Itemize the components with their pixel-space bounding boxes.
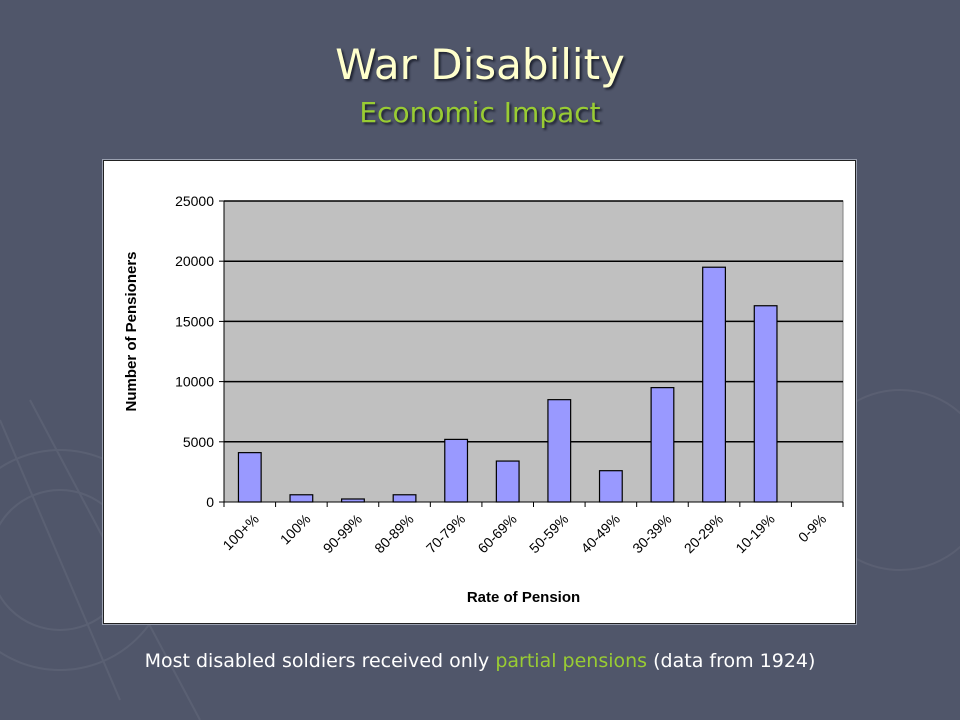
bar-50-59% (547, 399, 572, 503)
x-tick-label: 60-69% (474, 511, 519, 556)
bar-40-49% (598, 470, 623, 503)
caption-highlight: partial pensions (495, 650, 648, 672)
caption-text-start: Most disabled soldiers received only (144, 650, 496, 672)
bar-100% (289, 494, 314, 503)
y-axis-title: Number of Pensioners (123, 251, 140, 411)
bar-90-99% (341, 498, 365, 503)
bar-80-89% (392, 494, 417, 503)
bar-60-69% (495, 460, 520, 503)
x-axis-title: Rate of Pension (467, 589, 580, 606)
bar-chart: 0 5000 10000 15000 20000 25000 100+% 100% 90-99%… (123, 193, 844, 606)
x-tick-label: 70-79% (423, 511, 468, 556)
x-tick-label: 40-49% (578, 511, 623, 556)
x-tick-label: 100% (277, 511, 314, 548)
slide-title: War Disability (335, 40, 625, 89)
y-tick-label: 20000 (175, 253, 214, 269)
x-tick-label: 10-19% (732, 511, 777, 556)
caption-text-end: (data from 1924) (647, 650, 816, 672)
slide-subtitle: Economic Impact (359, 96, 601, 129)
bar-10-19% (753, 305, 778, 503)
x-tick-label: 30-39% (629, 511, 674, 556)
x-tick-label: 100+% (219, 511, 261, 553)
x-tick-label: 50-59% (526, 511, 571, 556)
y-tick-label: 25000 (175, 193, 214, 209)
bar-30-39% (650, 387, 675, 503)
slide-caption: Most disabled soldiers received only par… (0, 650, 960, 672)
bar-20-29% (702, 266, 726, 503)
y-tick-label: 10000 (175, 374, 214, 390)
y-tick-label: 15000 (175, 313, 214, 329)
x-tick-label: 0-9% (795, 511, 829, 545)
bar-100+% (237, 452, 262, 503)
bar-70-79% (444, 438, 469, 503)
x-tick-label: 90-99% (320, 511, 365, 556)
chart-container: 0 5000 10000 15000 20000 25000 100+% 100% 90-99%… (103, 160, 856, 624)
y-tick-label: 5000 (183, 434, 214, 450)
y-tick-label: 0 (206, 494, 214, 510)
x-tick-label: 80-89% (371, 511, 416, 556)
plot-area (223, 200, 844, 503)
x-tick-label: 20-29% (681, 511, 726, 556)
